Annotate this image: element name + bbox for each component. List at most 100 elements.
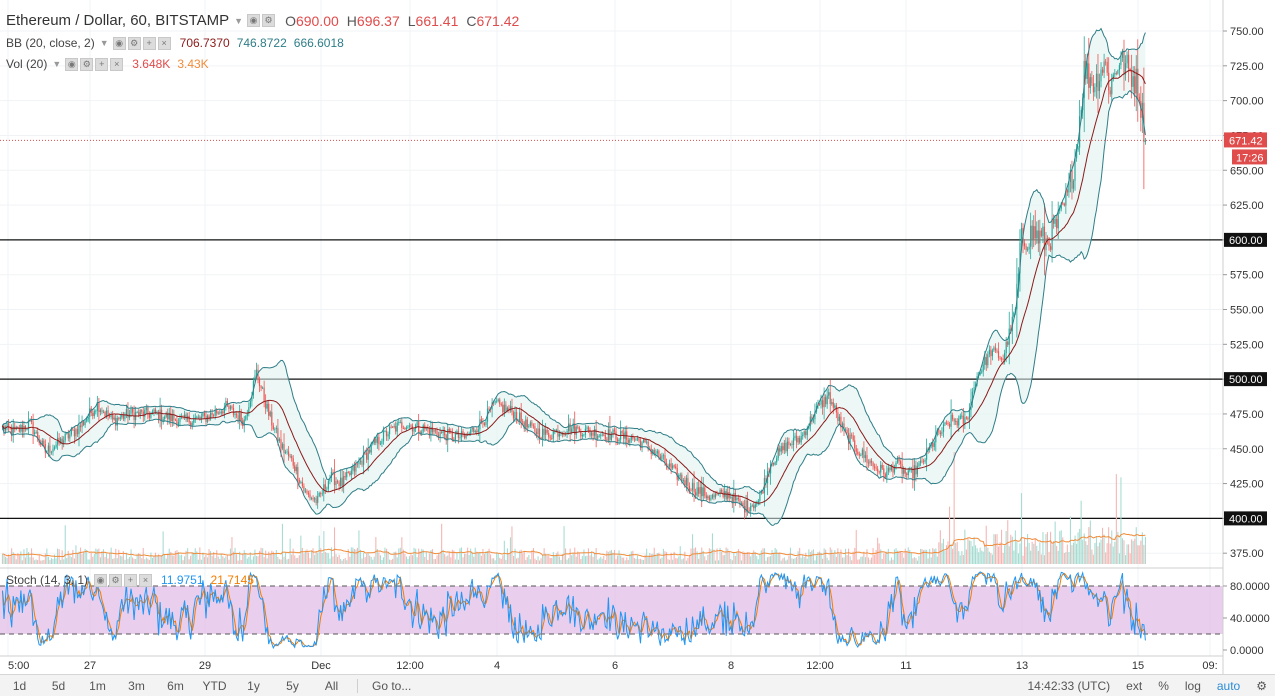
candle-body	[776, 458, 778, 463]
candle-body	[359, 460, 362, 462]
candle-body	[805, 431, 807, 436]
candle-body	[404, 428, 406, 430]
chevron-down-icon[interactable]: ▼	[99, 38, 109, 48]
volume-bar	[275, 550, 277, 564]
range-5d[interactable]: 5d	[51, 678, 66, 693]
range-1m[interactable]: 1m	[89, 678, 106, 693]
symbol-title[interactable]: Ethereum / Dollar, 60, BITSTAMP	[6, 12, 230, 29]
candle-body	[606, 439, 608, 441]
close-icon[interactable]: ×	[157, 36, 171, 50]
candle-body	[497, 399, 499, 401]
volume-bar	[285, 552, 287, 564]
close-icon[interactable]: ×	[110, 57, 124, 71]
candle-body	[826, 395, 828, 405]
volume-bar	[1135, 527, 1137, 564]
gear-icon[interactable]: ⚙	[1256, 678, 1267, 693]
volume-bar	[106, 553, 108, 564]
candle-body	[153, 409, 155, 412]
volume-bar	[565, 548, 567, 564]
close-icon[interactable]: ×	[139, 573, 153, 587]
candle-body	[63, 440, 65, 445]
add-icon[interactable]: +	[142, 36, 156, 50]
range-3m[interactable]: 3m	[128, 678, 145, 693]
candle-body	[1097, 73, 1099, 91]
bollinger-band-fill	[2, 28, 1146, 526]
volume-bar	[80, 547, 82, 564]
candle-body	[335, 481, 337, 485]
volume-bar	[199, 547, 201, 564]
candle-body	[448, 428, 450, 432]
candle-body	[818, 403, 821, 405]
candle-body	[921, 460, 923, 462]
volume-bar	[532, 548, 534, 564]
toggle-ext[interactable]: ext	[1126, 678, 1143, 693]
candle-body	[413, 428, 415, 432]
eye-icon[interactable]: ◉	[247, 14, 261, 27]
vol-label[interactable]: Vol (20)	[6, 57, 48, 71]
volume-bar	[153, 556, 155, 564]
volume-bar	[181, 554, 183, 564]
chevron-down-icon[interactable]: ▼	[52, 59, 62, 69]
range-5y[interactable]: 5y	[286, 678, 299, 693]
add-icon[interactable]: +	[124, 573, 138, 587]
settings-icon[interactable]: ⚙	[80, 57, 94, 71]
price-tick-label: 725.00	[1230, 61, 1264, 73]
candle-body	[164, 416, 166, 419]
volume-bar	[341, 560, 343, 564]
volume-bar	[457, 559, 459, 564]
goto-button[interactable]: Go to...	[372, 678, 412, 693]
candle-body	[488, 408, 490, 410]
range-ytd[interactable]: YTD	[202, 678, 227, 693]
settings-icon[interactable]: ⚙	[127, 36, 141, 50]
toggle-percent[interactable]: %	[1158, 678, 1169, 693]
volume-bar	[179, 555, 181, 564]
volume-bar	[1065, 552, 1067, 564]
candle-body	[1039, 230, 1041, 244]
stoch-label[interactable]: Stoch (14, 3, 1)	[6, 573, 89, 587]
settings-icon[interactable]: ⚙	[262, 14, 276, 27]
volume-bar	[350, 547, 352, 564]
volume-bar	[66, 558, 68, 564]
candle-body	[168, 412, 170, 420]
volume-bar	[207, 557, 209, 564]
candle-body	[154, 409, 157, 413]
chevron-down-icon[interactable]: ▼	[234, 15, 244, 26]
volume-bar	[1030, 550, 1032, 564]
range-all[interactable]: All	[324, 678, 339, 693]
volume-bar	[799, 547, 801, 564]
timezone-label[interactable]: 14:42:33 (UTC)	[1027, 678, 1111, 693]
volume-bar	[740, 560, 742, 564]
volume-bar	[177, 551, 179, 564]
candle-body	[592, 432, 594, 436]
candle-body	[981, 371, 983, 373]
eye-icon[interactable]: ◉	[94, 573, 108, 587]
candle-body	[909, 469, 911, 471]
volume-bar	[889, 560, 891, 564]
volume-bar	[99, 557, 101, 564]
candle-body	[1065, 190, 1067, 206]
settings-icon[interactable]: ⚙	[109, 573, 123, 587]
toggle-auto[interactable]: auto	[1216, 678, 1241, 693]
candle-body	[534, 426, 536, 432]
eye-icon[interactable]: ◉	[65, 57, 79, 71]
range-1y[interactable]: 1y	[247, 678, 260, 693]
volume-bar	[87, 559, 89, 564]
volume-bar	[583, 549, 585, 564]
range-1d[interactable]: 1d	[12, 678, 27, 693]
candle-body	[832, 402, 834, 408]
candle-body	[142, 411, 144, 417]
candle-body	[309, 494, 311, 499]
toggle-log[interactable]: log	[1184, 678, 1201, 693]
volume-bar	[268, 551, 270, 564]
candle-body	[779, 448, 781, 452]
eye-icon[interactable]: ◉	[112, 36, 126, 50]
volume-bar	[292, 548, 294, 564]
bb-label[interactable]: BB (20, close, 2)	[6, 36, 95, 50]
volume-bar	[704, 556, 706, 564]
candle-body	[659, 456, 661, 460]
time-tick-label: 5:00	[8, 660, 29, 672]
candle-body	[679, 474, 681, 476]
add-icon[interactable]: +	[95, 57, 109, 71]
range-6m[interactable]: 6m	[167, 678, 184, 693]
